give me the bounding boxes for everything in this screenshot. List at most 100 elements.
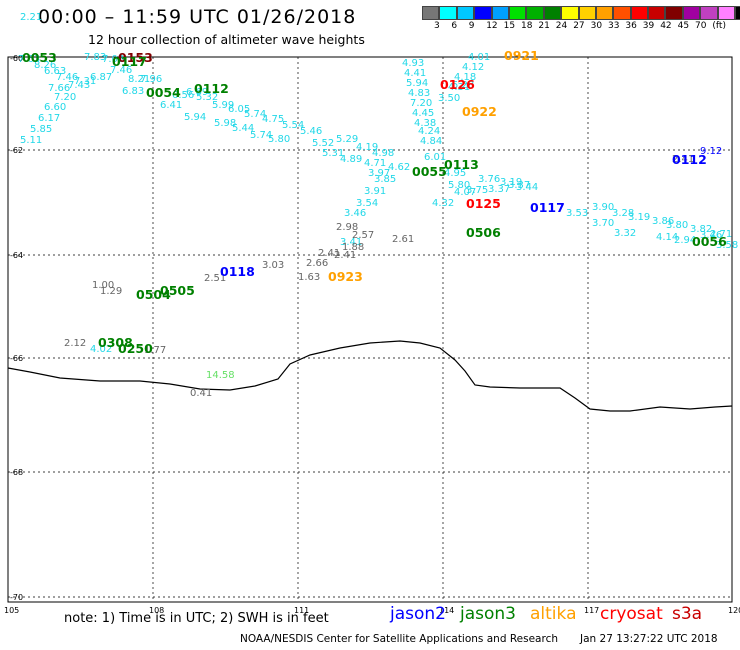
legend-altika: altika xyxy=(530,604,577,624)
pass-time-label: 0053 xyxy=(22,50,57,65)
pass-time-label: 0125 xyxy=(466,196,501,211)
pass-time-label: 0112 xyxy=(194,81,229,96)
wave-height-value: 5.85 xyxy=(30,124,52,135)
wave-height-value: 9.12 xyxy=(700,146,722,157)
wave-height-value: 5.32 xyxy=(196,92,218,103)
wave-height-value: 4.07 xyxy=(454,187,476,198)
wave-height-value: 5.44 xyxy=(232,123,254,134)
wave-height-value: 5.98 xyxy=(214,118,236,129)
wave-height-value: 3.76 xyxy=(478,174,500,185)
colorbar-label: 33 xyxy=(608,21,620,31)
wave-height-value: 3.90 xyxy=(592,202,614,213)
wave-height-value: 5.94 xyxy=(406,78,428,89)
wave-height-value: 2.57 xyxy=(352,230,374,241)
longitude-label: 111 xyxy=(294,606,309,615)
wave-height-value: 2.71 xyxy=(710,229,732,240)
pass-time-label: 0117 xyxy=(530,200,565,215)
wave-height-value: 6.41 xyxy=(160,100,182,111)
wave-height-value: 7.03 xyxy=(102,54,124,65)
wave-height-value: 2.41 xyxy=(334,250,356,261)
wave-height-value: 3.58 xyxy=(716,240,738,251)
wave-height-value: 7.20 xyxy=(54,92,76,103)
colorbar-cell xyxy=(700,6,718,20)
longitude-label: 105 xyxy=(4,606,19,615)
wave-height-value: 3.44 xyxy=(516,182,538,193)
wave-height-value: 3.03 xyxy=(262,260,284,271)
colorbar-label: 9 xyxy=(468,21,475,31)
wave-height-value: 4.14 xyxy=(656,232,678,243)
colorbar-label: 18 xyxy=(521,21,533,31)
wave-height-value: 1.77 xyxy=(144,345,166,356)
wave-height-value: 6.83 xyxy=(122,86,144,97)
longitude-label: 108 xyxy=(149,606,164,615)
legend-cryosat: cryosat xyxy=(600,604,663,624)
wave-height-value: 2.94 xyxy=(674,235,696,246)
wave-height-value: 2.41 xyxy=(318,248,340,259)
wave-height-value: 14.58 xyxy=(206,370,235,381)
wave-height-value: 5.99 xyxy=(212,100,234,111)
wave-height-value: 2.51 xyxy=(204,273,226,284)
wave-height-value: 7.63 xyxy=(18,54,40,65)
wave-height-value: 3.91 xyxy=(364,186,386,197)
wave-height-value: 3.85 xyxy=(374,174,396,185)
latitude-label: -64 xyxy=(10,251,23,260)
wave-height-value: 1.00 xyxy=(92,280,114,291)
wave-height-value: 2.12 xyxy=(64,338,86,349)
colorbar-cell xyxy=(491,6,509,20)
pass-time-label: 0505 xyxy=(160,283,195,298)
wave-height-value: 7.46 xyxy=(56,72,78,83)
page-title: 00:00 – 11:59 UTC 01/26/2018 xyxy=(38,6,357,28)
wave-height-value: 3.41 xyxy=(340,237,362,248)
colorbar-label: (ft) xyxy=(712,21,726,31)
wave-height-value: 4.83 xyxy=(408,88,430,99)
wave-height-value: 5.52 xyxy=(312,138,334,149)
pass-time-labels: 0053 015301170112005409210126092201130055… xyxy=(22,48,727,356)
wave-height-value: 5.28 xyxy=(452,80,474,91)
wave-height-value: 4.41 xyxy=(404,68,426,79)
wave-height-value: 6.60 xyxy=(44,102,66,113)
wave-height-value: 7.66 xyxy=(48,83,70,94)
colorbar-labels: 3 6 9 12 15 18 21 24 27 30 33 36 39 42 45 70 (ft) xyxy=(422,21,740,33)
colorbar-cell xyxy=(474,6,492,20)
pass-time-label: 0056 xyxy=(692,234,727,249)
colorbar-label: 27 xyxy=(573,21,585,31)
colorbar-label: 3 xyxy=(434,21,440,31)
colorbar-label: 45 xyxy=(677,21,690,31)
colorbar-cell xyxy=(456,6,475,20)
wave-height-value: 5.29 xyxy=(336,134,358,145)
pass-time-label: 0118 xyxy=(220,264,255,279)
wave-height-value: 8.26 xyxy=(34,60,56,71)
latitude-label: -66 xyxy=(10,354,23,363)
wave-height-value: 6.63 xyxy=(44,66,66,77)
wave-height-value: 6.05 xyxy=(228,104,250,115)
wave-height-value: 2.61 xyxy=(392,234,414,245)
colorbar-label: 70 xyxy=(695,21,707,31)
longitude-label: 117 xyxy=(584,606,599,615)
wave-height-value: 7.20 xyxy=(410,98,432,109)
wave-height-value: 4.71 xyxy=(364,158,386,169)
longitude-label: 114 xyxy=(439,606,454,615)
wave-height-value: 5.11 xyxy=(20,135,42,146)
colorbar-cell xyxy=(543,6,562,20)
wave-height-value: 4.62 xyxy=(388,162,410,173)
wave-height-value: 2.41 xyxy=(672,154,694,165)
colorbar-label: 6 xyxy=(451,21,458,31)
colorbar-cell xyxy=(735,6,740,20)
wave-height-value: 3.97 xyxy=(368,168,390,179)
pass-time-label: 0054 xyxy=(146,85,181,100)
legend-jason3: jason3 xyxy=(460,604,516,624)
wave-height-value: 7.46 xyxy=(110,65,132,76)
colorbar-label: 21 xyxy=(538,21,550,31)
pass-time-label: 0113 xyxy=(444,157,479,172)
pass-time-label: 0923 xyxy=(328,269,363,284)
legend-jason2: jason2 xyxy=(390,604,446,624)
wave-height-value: 1.29 xyxy=(100,286,122,297)
credit-text: NOAA/NESDIS Center for Satellite Applica… xyxy=(240,633,558,645)
wave-height-value: 3.46 xyxy=(344,208,366,219)
wave-height-value: 4.38 xyxy=(414,118,436,129)
wave-height-value: 3.19 xyxy=(500,177,522,188)
wave-height-value: 4.75 xyxy=(262,114,284,125)
colorbar-label: 12 xyxy=(486,21,498,31)
wave-height-value: 4.24 xyxy=(418,126,440,137)
wave-height-value: 3.46 xyxy=(700,230,722,241)
